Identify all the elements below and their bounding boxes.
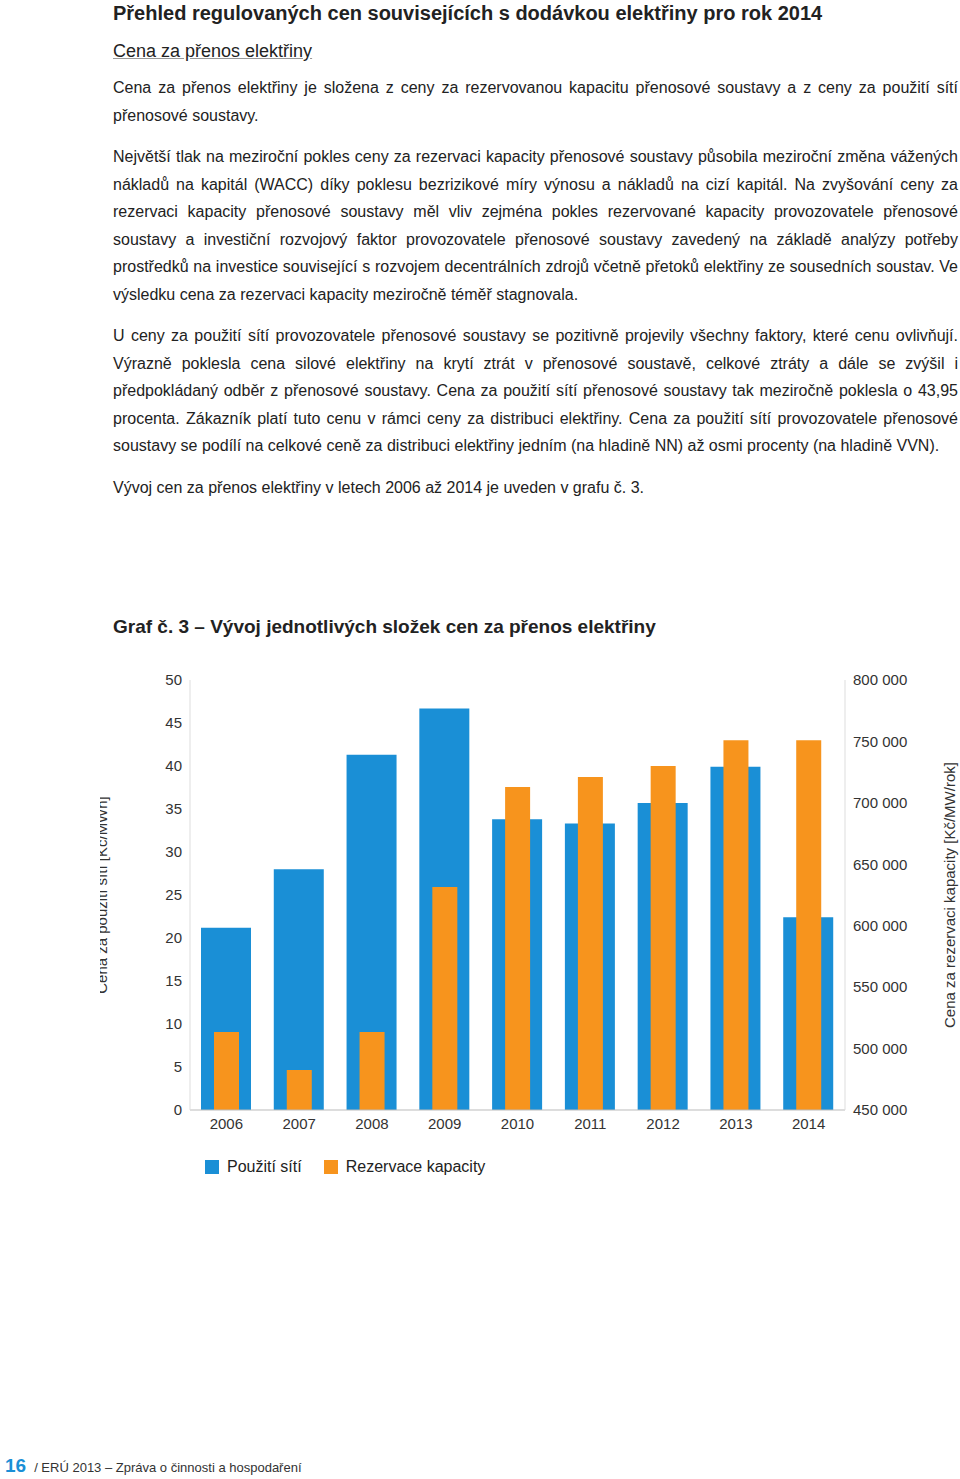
svg-text:700 000: 700 000 — [853, 794, 907, 811]
svg-text:2008: 2008 — [355, 1115, 388, 1132]
html-text:Cena za přenos elektřiny je sl: Cena za přenos elektřiny je složena z ce… — [113, 79, 958, 124]
html-text:16 / ERÚ 2013 – Zpráva o činno: 16 / ERÚ 2013 – Zpráva o činnosti a hosp… — [5, 1455, 302, 1476]
svg-text:35: 35 — [165, 800, 182, 817]
svg-text:0: 0 — [174, 1101, 182, 1118]
svg-text:2011: 2011 — [574, 1115, 606, 1132]
html-text:Vývoj cen za přenos elektřiny: Vývoj cen za přenos elektřiny v letech 2… — [113, 478, 644, 496]
svg-text:50: 50 — [165, 671, 182, 688]
svg-text:450 000: 450 000 — [853, 1101, 907, 1118]
svg-text:45: 45 — [165, 714, 182, 731]
svg-text:2007: 2007 — [282, 1115, 315, 1132]
html-text:Cena za přenos elektřiny: Cena za přenos elektřiny — [113, 41, 313, 61]
html-text:Graf č. 3 – Vývoj jednotlivých: Graf č. 3 – Vývoj jednotlivých složek ce… — [113, 616, 656, 637]
html-text:Největší tlak na meziroční pok: Největší tlak na meziroční pokles ceny z… — [113, 148, 958, 303]
svg-text:2012: 2012 — [646, 1115, 679, 1132]
svg-text:650 000: 650 000 — [853, 856, 907, 873]
svg-text:500 000: 500 000 — [853, 1040, 907, 1057]
svg-text:550 000: 550 000 — [853, 978, 907, 995]
svg-text:800 000: 800 000 — [853, 671, 907, 688]
svg-text:2014: 2014 — [792, 1115, 825, 1132]
svg-text:Cena za použití sítí [Kč/MWh]: Cena za použití sítí [Kč/MWh] — [100, 796, 110, 994]
svg-text:750 000: 750 000 — [853, 733, 907, 750]
svg-text:600 000: 600 000 — [853, 917, 907, 934]
svg-text:2013: 2013 — [719, 1115, 752, 1132]
html-text:Použití sítí: Použití sítí — [227, 1158, 302, 1175]
svg-text:10: 10 — [165, 1015, 182, 1032]
svg-text:25: 25 — [165, 886, 182, 903]
svg-text:2009: 2009 — [428, 1115, 461, 1132]
svg-text:20: 20 — [165, 929, 182, 946]
svg-text:2010: 2010 — [501, 1115, 534, 1132]
html-text:Přehled regulovaných cen souvi: Přehled regulovaných cen souvisejících s… — [113, 2, 823, 24]
html-text:Rezervace kapacity: Rezervace kapacity — [345, 1158, 486, 1175]
html-text:U ceny za použití sítí provozo: U ceny za použití sítí provozovatele pře… — [113, 327, 958, 454]
svg-text:2006: 2006 — [210, 1115, 243, 1132]
svg-text:30: 30 — [165, 843, 182, 860]
svg-text:40: 40 — [165, 757, 182, 774]
svg-text:5: 5 — [174, 1058, 182, 1075]
svg-text:Cena za rezervaci kapacity [Kč: Cena za rezervaci kapacity [Kč/MW/rok] — [941, 762, 952, 1028]
svg-text:15: 15 — [165, 972, 182, 989]
